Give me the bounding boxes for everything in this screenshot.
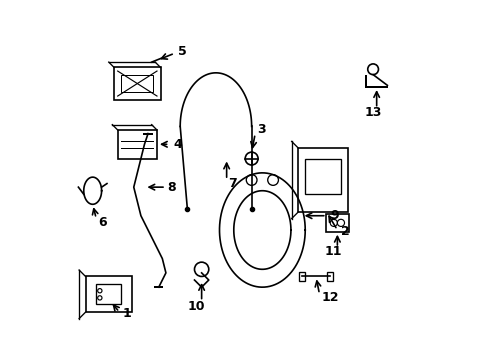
Text: 7: 7 xyxy=(228,177,237,190)
Text: 6: 6 xyxy=(98,216,106,229)
Bar xyxy=(326,272,332,281)
Text: 1: 1 xyxy=(123,307,132,320)
Bar xyxy=(96,284,121,304)
Bar xyxy=(298,272,304,281)
Text: 3: 3 xyxy=(257,123,265,136)
Text: 5: 5 xyxy=(178,45,187,58)
Text: 11: 11 xyxy=(325,245,342,258)
Bar xyxy=(121,75,153,93)
Text: 12: 12 xyxy=(321,291,338,305)
Text: 13: 13 xyxy=(364,106,381,120)
Text: 2: 2 xyxy=(340,225,349,238)
Text: 10: 10 xyxy=(187,300,204,313)
Bar xyxy=(114,67,160,100)
Text: 9: 9 xyxy=(329,209,338,222)
Bar xyxy=(325,214,348,232)
Text: 4: 4 xyxy=(173,138,182,151)
Bar xyxy=(305,158,340,194)
Bar xyxy=(118,130,157,158)
Text: 8: 8 xyxy=(167,181,176,194)
Bar xyxy=(298,148,347,212)
